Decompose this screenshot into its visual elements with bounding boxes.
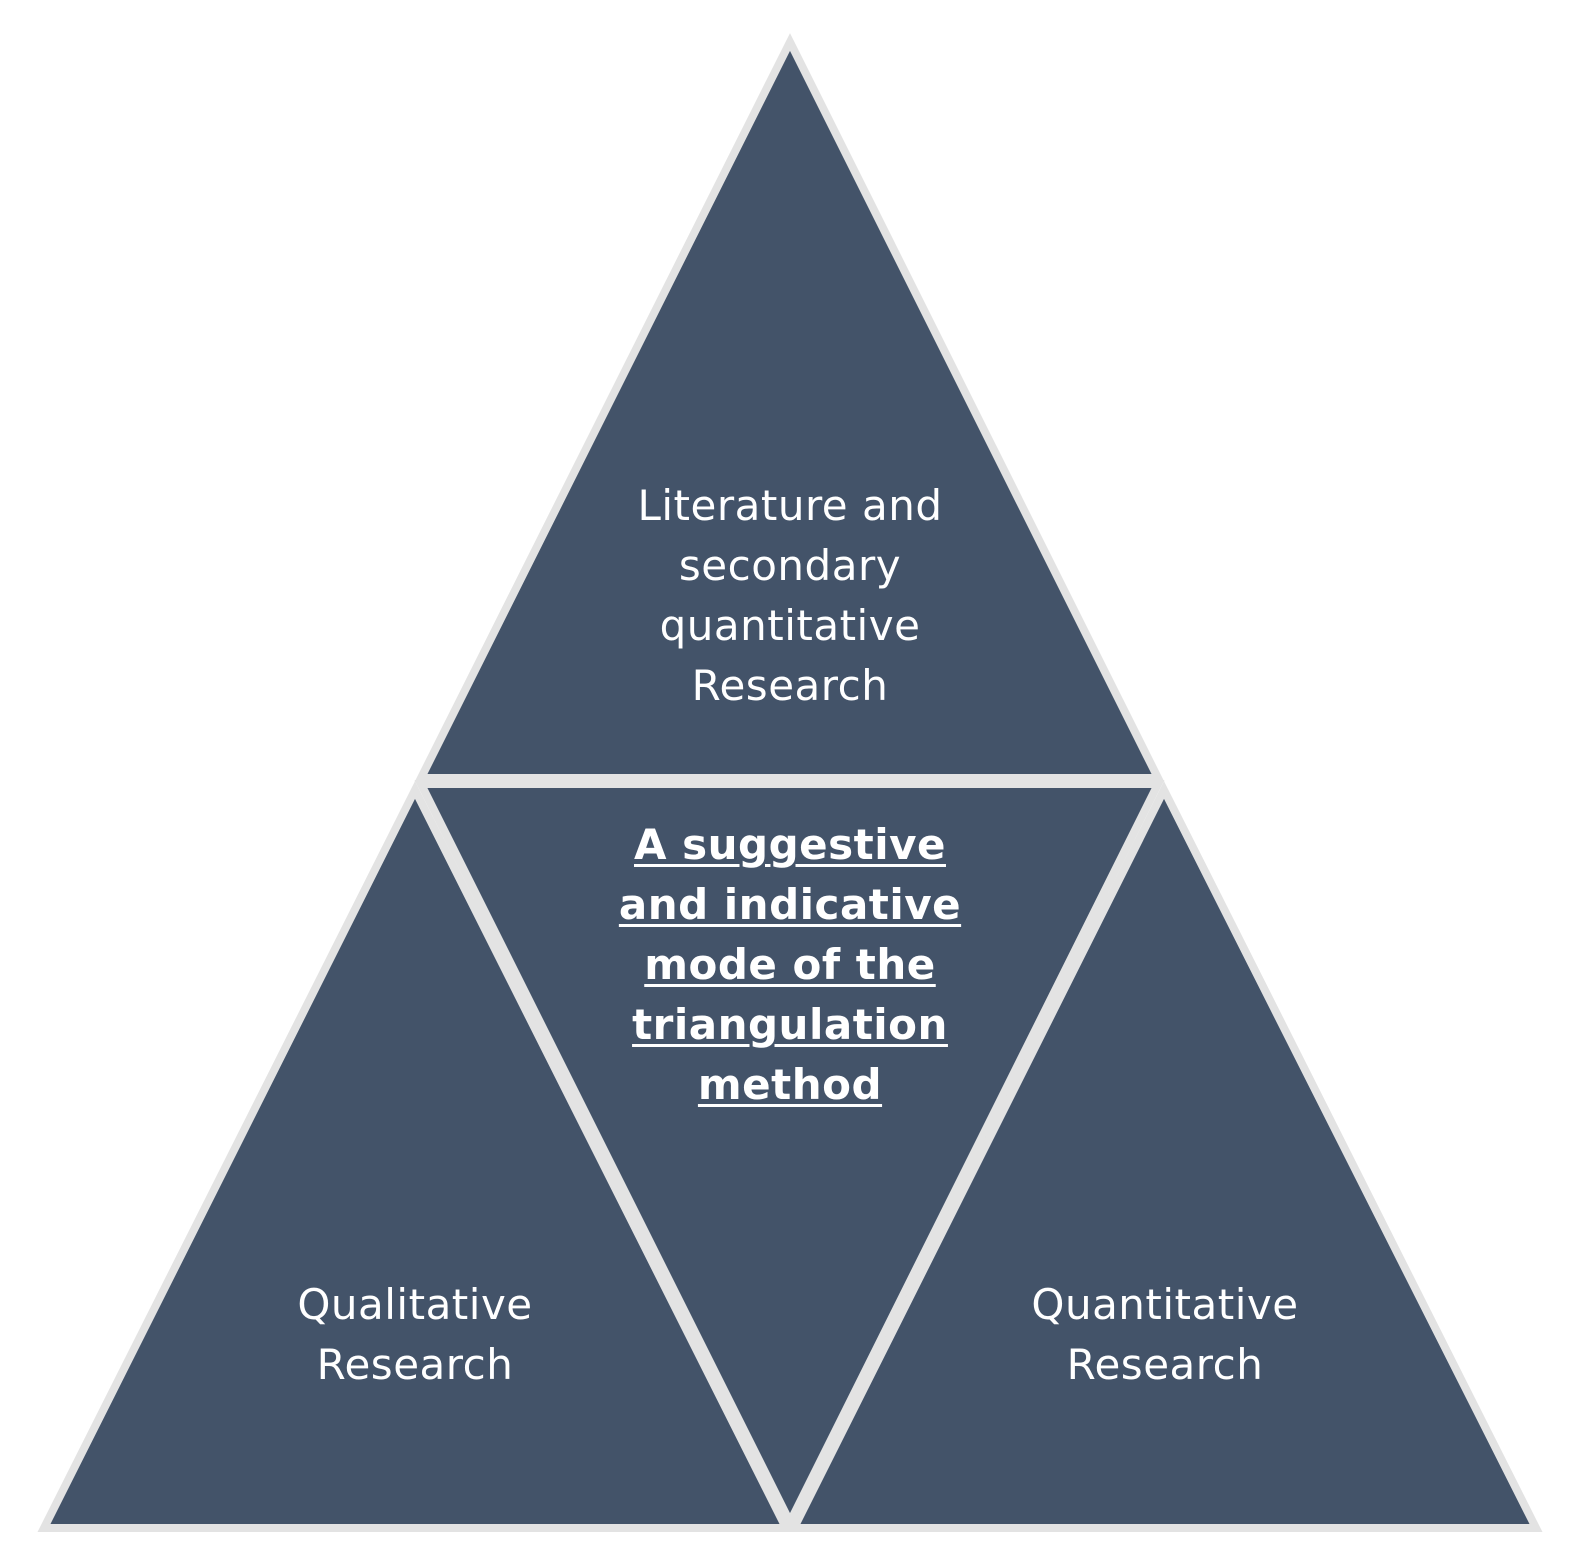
center-label-line: method [697, 1060, 883, 1109]
left-triangle-label: Qualitative Research [240, 1275, 590, 1395]
center-label-line: and indicative [618, 880, 962, 929]
right-label-line: Quantitative [1031, 1280, 1299, 1329]
left-triangle [37, 781, 793, 1532]
top-label-line: Literature and [637, 481, 943, 530]
top-triangle-label: Literature and secondary quantitative Re… [590, 476, 990, 716]
left-label-line: Qualitative [297, 1280, 533, 1329]
top-label-line: Research [691, 661, 889, 710]
center-label-line: mode of the [644, 940, 936, 989]
right-label-line: Research [1066, 1340, 1264, 1389]
center-label-line: triangulation [632, 1000, 948, 1049]
right-triangle [787, 781, 1543, 1532]
top-label-line: secondary [678, 541, 902, 590]
top-label-line: quantitative [659, 601, 921, 650]
center-triangle-label: A suggestive and indicative mode of the … [590, 815, 990, 1115]
top-triangle [414, 33, 1165, 782]
right-triangle-label: Quantitative Research [980, 1275, 1350, 1395]
center-triangle [414, 780, 1165, 1531]
center-label-line: A suggestive [634, 820, 946, 869]
left-label-line: Research [316, 1340, 514, 1389]
